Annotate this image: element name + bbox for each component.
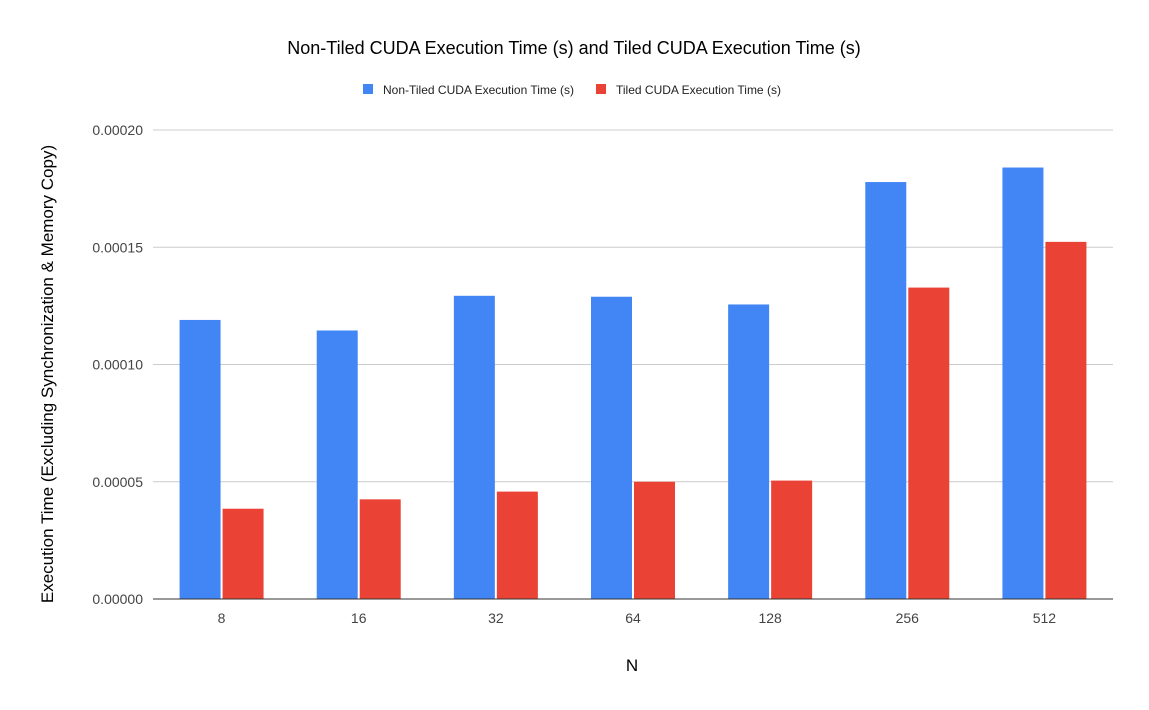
bar-tiled-512 <box>1045 241 1087 599</box>
bar-non-tiled-8 <box>179 319 221 599</box>
bar-tiled-16 <box>359 499 401 599</box>
y-tick-label: 0.00020 <box>92 122 143 138</box>
bars <box>153 167 1113 600</box>
bar-non-tiled-64 <box>591 296 632 599</box>
bar-tiled-64 <box>634 481 675 599</box>
x-tick-label: 8 <box>218 610 226 626</box>
y-tick-label: 0.00005 <box>92 474 143 490</box>
bar-tiled-128 <box>771 480 813 599</box>
bar-non-tiled-256 <box>865 182 907 599</box>
x-tick-label: 128 <box>758 610 782 626</box>
y-tick-label: 0.00015 <box>92 239 143 255</box>
legend-label-non-tiled: Non-Tiled CUDA Execution Time (s) <box>383 83 574 97</box>
y-axis-ticks: 0.00000 0.00005 0.00010 0.00015 0.00020 <box>92 122 143 607</box>
y-axis-label: Execution Time (Excluding Synchronizatio… <box>38 145 57 603</box>
x-tick-label: 512 <box>1033 610 1057 626</box>
bar-non-tiled-128 <box>728 304 770 599</box>
grid <box>153 129 1113 483</box>
x-tick-label: 16 <box>351 610 367 626</box>
x-tick-label: 64 <box>625 610 641 626</box>
legend-swatch-tiled <box>596 84 606 94</box>
y-tick-label: 0.00000 <box>92 591 143 607</box>
chart-title: Non-Tiled CUDA Execution Time (s) and Ti… <box>287 38 861 58</box>
x-tick-label: 32 <box>488 610 504 626</box>
x-tick-label: 256 <box>896 610 920 626</box>
bar-non-tiled-32 <box>453 295 495 599</box>
x-axis-label: N <box>626 656 638 675</box>
legend-swatch-non-tiled <box>363 84 373 94</box>
bar-non-tiled-16 <box>316 330 358 599</box>
legend-label-tiled: Tiled CUDA Execution Time (s) <box>616 83 781 97</box>
bar-non-tiled-512 <box>1002 167 1044 599</box>
legend: Non-Tiled CUDA Execution Time (s) Tiled … <box>363 83 781 97</box>
y-tick-label: 0.00010 <box>92 357 143 373</box>
bar-tiled-8 <box>222 508 264 599</box>
bar-tiled-256 <box>908 287 950 599</box>
x-axis-ticks: 8 16 32 64 128 256 512 <box>218 610 1057 626</box>
bar-tiled-32 <box>496 491 538 599</box>
